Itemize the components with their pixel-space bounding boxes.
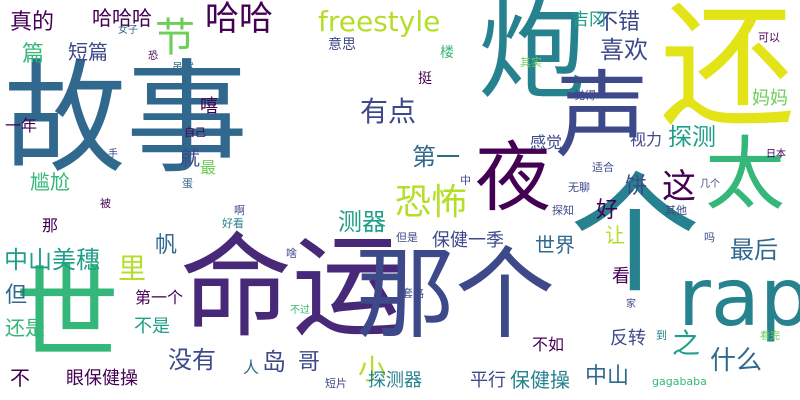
word-dan-but: 但	[5, 283, 28, 308]
word-zuihou: 最后	[730, 236, 778, 264]
word-lou: 楼	[440, 45, 454, 61]
word-taolu: 套路	[402, 287, 424, 300]
word-jifeng: 吉冈	[572, 10, 606, 30]
word-baojian: 保健一季	[432, 230, 504, 251]
word-buru: 不如	[532, 335, 565, 354]
word-buguo: 不过	[290, 305, 310, 316]
word-ganga: 尴尬	[30, 170, 70, 194]
word-gagababa: gagababa	[652, 375, 707, 388]
word-shenme: 什么	[710, 346, 763, 376]
word-ren: 人	[243, 358, 260, 377]
word-bushi: 不是	[134, 316, 170, 337]
word-ziji: 自己	[184, 126, 206, 139]
word-mingyun: 命运	[180, 223, 404, 353]
word-keyi: 可以	[758, 31, 780, 44]
word-sheng: 声	[555, 62, 650, 171]
word-juede: 觉得	[574, 89, 596, 102]
word-huan: 还	[660, 0, 795, 146]
word-bu: 不	[10, 366, 30, 390]
word-dan: 蛋	[182, 177, 193, 190]
word-danshi: 但是	[396, 231, 418, 244]
word-na: 那	[42, 216, 59, 235]
word-li: 里	[118, 252, 147, 285]
word-tingding: 节	[155, 15, 195, 61]
word-tanzhi: 探知	[552, 204, 574, 217]
word-nage: 那个	[355, 236, 555, 353]
word-gushi: 故事	[4, 48, 248, 190]
word-sha: 啥	[286, 247, 297, 260]
word-freestyle: freestyle	[318, 5, 441, 38]
word-ge-bro: 哥	[298, 350, 321, 375]
word-hao: 好	[596, 198, 619, 223]
word-fan: 帆	[155, 233, 178, 258]
word-jia: 家	[626, 299, 636, 310]
word-duanpian: 短篇	[68, 40, 108, 64]
word-zhongshan-meisui: 中山美穗	[4, 246, 100, 274]
word-xiao: 小	[358, 353, 387, 386]
word-tai: 太	[705, 128, 785, 221]
word-yinian: 一年	[5, 116, 38, 135]
word-duanpian2: 短片	[325, 377, 347, 390]
word-diyige: 第一个	[135, 288, 184, 307]
word-ma: 吗	[704, 231, 715, 244]
word-kongbu: 恐怖	[395, 182, 468, 223]
word-yanbaojiancao: 眼保健操	[66, 368, 138, 389]
word-shi-world: 世	[15, 253, 120, 375]
word-ting: 挺	[418, 71, 432, 87]
word-shihe: 适合	[592, 161, 614, 174]
word-zhongshan: 中山	[585, 364, 630, 389]
word-zhende: 真的	[10, 10, 55, 35]
word-nv: 女子	[118, 25, 138, 36]
word-meiyou: 没有	[168, 346, 216, 374]
word-youdian: 有点	[360, 95, 417, 128]
word-zhong: 中	[460, 174, 471, 187]
word-bei: 被	[100, 197, 111, 210]
word-jige: 几个	[700, 179, 720, 190]
word-kanwan: 看完	[760, 331, 780, 342]
word-riben: 日本	[766, 149, 786, 160]
word-pao: 炮	[478, 0, 587, 114]
word-ye: 夜	[475, 133, 551, 222]
word-dao: 岛	[262, 348, 286, 376]
word-baojiancao: 保健操	[510, 368, 570, 392]
word-suiran: 虽然	[172, 61, 194, 74]
word-jiu: 就	[180, 146, 200, 170]
word-wuliao: 无聊	[568, 181, 590, 194]
word-shijie: 世界	[535, 233, 575, 257]
word-diyi: 第一	[412, 143, 460, 171]
word-zhi: 之	[672, 327, 701, 360]
word-fanzhuan: 反转	[610, 328, 646, 349]
word-haishi: 还是	[5, 316, 45, 340]
word-xi: 嘻	[200, 96, 218, 117]
word-bucuo: 不错	[596, 10, 641, 35]
word-haokan: 好看	[222, 217, 244, 230]
word-a: 啊	[234, 204, 245, 217]
word-yisi: 意思	[328, 37, 356, 53]
word-xihuan: 喜欢	[600, 36, 648, 64]
word-dao-to: 到	[656, 329, 667, 342]
word-rap: rap	[678, 251, 800, 344]
word-zui: 最	[200, 158, 217, 177]
word-shili: 视力	[630, 130, 663, 149]
word-zhe: 这	[662, 167, 696, 207]
word-ganjue: 感觉	[530, 133, 563, 152]
word-bing: 饼	[625, 174, 648, 199]
word-qishi: 其实	[520, 56, 542, 69]
word-kan: 看	[612, 266, 630, 287]
word-pian: 篇	[22, 42, 45, 67]
word-haha: 哈哈	[205, 0, 273, 39]
word-ge: 个	[570, 159, 701, 311]
word-qita: 其他	[665, 204, 687, 217]
word-hahaha: 哈哈哈	[92, 6, 152, 30]
word-tanceqi: 探测器	[368, 370, 422, 391]
word-tance: 探测	[668, 123, 716, 151]
word-shou: 手	[108, 149, 118, 160]
word-mama: 妈妈	[752, 88, 788, 109]
word-cheqi: 测器	[338, 208, 386, 236]
word-rang: 让	[605, 223, 625, 247]
word-pingxing: 平行	[470, 370, 506, 391]
word-kong: 恐	[148, 51, 158, 62]
